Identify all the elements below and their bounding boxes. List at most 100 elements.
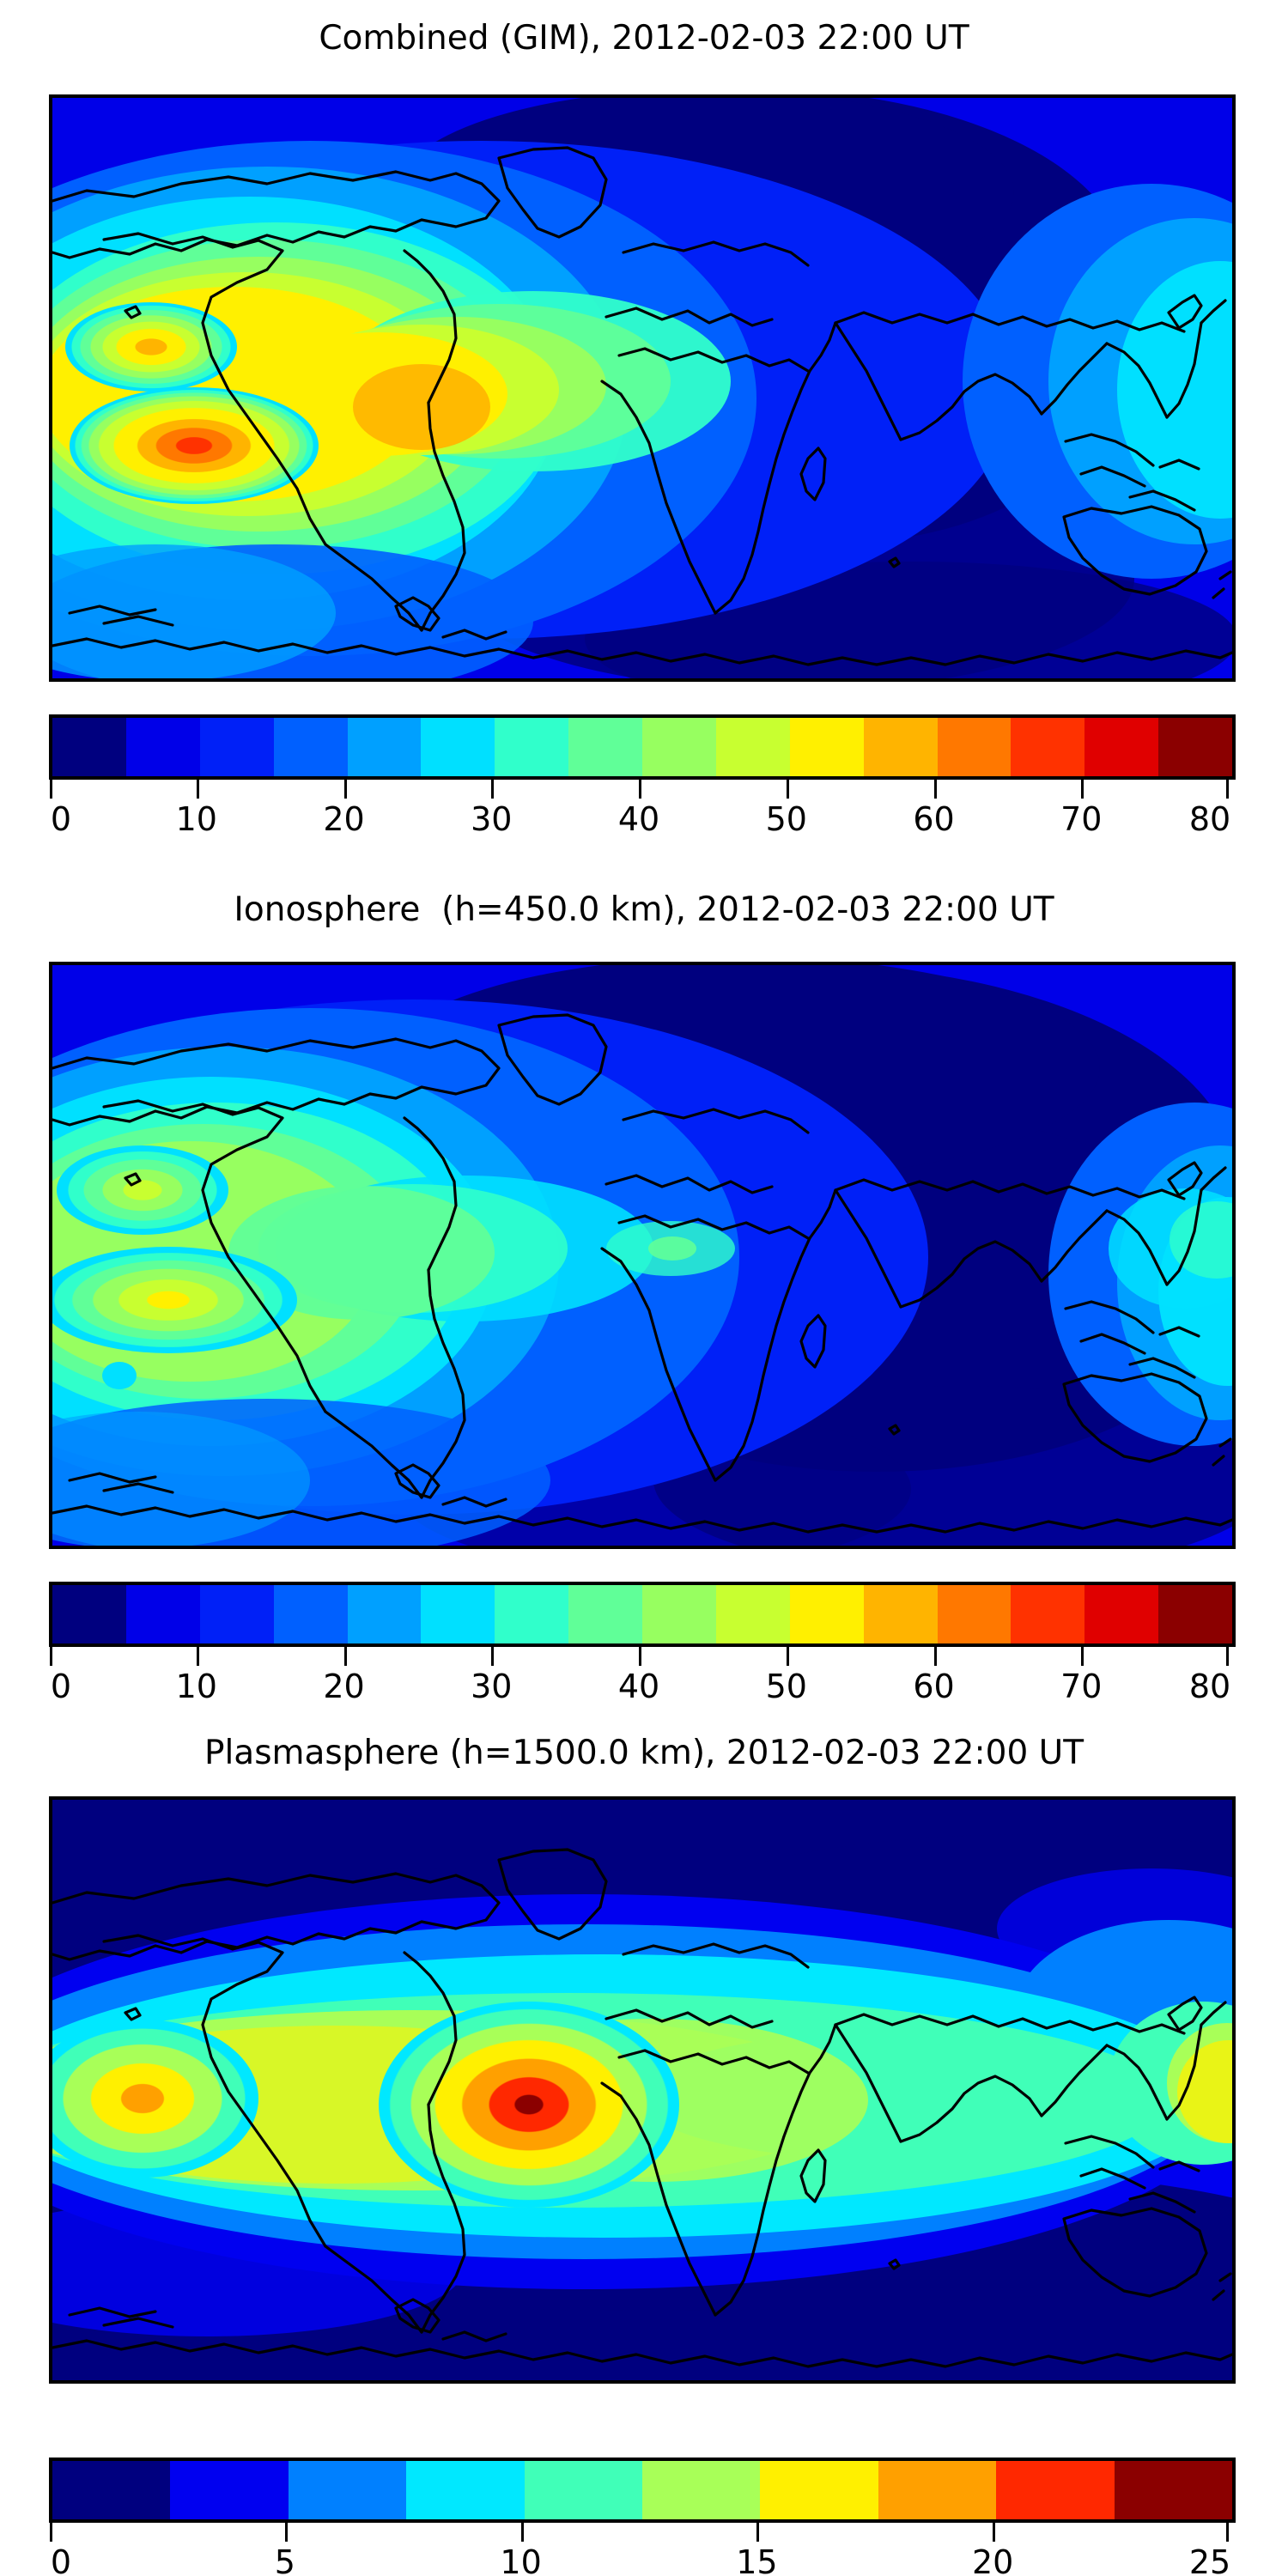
colorbar-label-20: 20 bbox=[323, 800, 365, 838]
colorbar-band-10 bbox=[789, 718, 864, 776]
colorbar-band-0 bbox=[52, 1585, 126, 1643]
colorbar-label-60: 60 bbox=[913, 1668, 955, 1705]
colorbar-label-70: 70 bbox=[1060, 1668, 1103, 1705]
colorbar-plasmasphere: 0 5 10 15 20 25 bbox=[46, 2458, 1236, 2576]
panel-combined-gim: Combined (GIM), 2012-02-03 22:00 UT bbox=[0, 0, 1288, 859]
colorbar-tick-30 bbox=[491, 780, 495, 799]
colorbar-label-70: 70 bbox=[1060, 800, 1103, 838]
colorbar-band-2 bbox=[199, 1585, 274, 1643]
panel-title-ionosphere: Ionosphere (h=450.0 km), 2012-02-03 22:0… bbox=[234, 890, 1054, 929]
colorbar-tick-10 bbox=[196, 1647, 199, 1666]
colorbar-band-15 bbox=[1158, 718, 1232, 776]
colorbar-ticks-combined-gim bbox=[46, 780, 1232, 800]
colorbar-tick-0 bbox=[50, 780, 52, 799]
colorbar-label-5: 5 bbox=[274, 2543, 295, 2576]
colorbar-band-0 bbox=[52, 718, 126, 776]
colorbar-label-20: 20 bbox=[972, 2543, 1014, 2576]
colorbar-band-8 bbox=[642, 718, 716, 776]
colorbar-tick-80 bbox=[1226, 780, 1229, 799]
colorbar-band-3 bbox=[406, 2461, 525, 2519]
panel-plasmasphere: Plasmasphere (h=1500.0 km), 2012-02-03 2… bbox=[0, 1726, 1288, 2576]
colorbar-band-8 bbox=[642, 1585, 716, 1643]
colorbar-band-7 bbox=[568, 1585, 642, 1643]
colorbar-tick-60 bbox=[933, 780, 937, 799]
colorbar-bands-plasmasphere bbox=[49, 2458, 1236, 2523]
colorbar-band-7 bbox=[878, 2461, 997, 2519]
colorbar-tick-60 bbox=[933, 1647, 937, 1666]
colorbar-label-25: 25 bbox=[1188, 2543, 1231, 2576]
map-contours-plasmasphere bbox=[52, 1800, 1232, 2380]
colorbar-ionosphere: 0 10 20 30 40 50 60 70 80 bbox=[46, 1582, 1236, 1710]
colorbar-tick-70 bbox=[1081, 1647, 1084, 1666]
colorbar-band-7 bbox=[568, 718, 642, 776]
colorbar-band-9 bbox=[1114, 2461, 1232, 2519]
colorbar-labels-plasmasphere: 0 5 10 15 20 25 bbox=[46, 2543, 1232, 2576]
colorbar-band-11 bbox=[863, 718, 938, 776]
colorbar-label-40: 40 bbox=[617, 800, 660, 838]
colorbar-band-1 bbox=[170, 2461, 289, 2519]
colorbar-band-9 bbox=[715, 1585, 790, 1643]
colorbar-tick-30 bbox=[491, 1647, 495, 1666]
colorbar-tick-25 bbox=[1226, 2523, 1229, 2542]
colorbar-band-1 bbox=[125, 718, 200, 776]
colorbar-band-5 bbox=[421, 718, 495, 776]
colorbar-label-10: 10 bbox=[500, 2543, 542, 2576]
colorbar-band-0 bbox=[52, 2461, 171, 2519]
colorbar-band-4 bbox=[347, 718, 422, 776]
colorbar-band-9 bbox=[715, 718, 790, 776]
colorbar-tick-10 bbox=[520, 2523, 524, 2542]
colorbar-label-50: 50 bbox=[765, 1668, 807, 1705]
colorbar-band-12 bbox=[937, 1585, 1012, 1643]
colorbar-label-30: 30 bbox=[471, 1668, 513, 1705]
colorbar-band-13 bbox=[1011, 1585, 1085, 1643]
colorbar-band-2 bbox=[288, 2461, 407, 2519]
colorbar-tick-40 bbox=[639, 780, 641, 799]
panel-title-plasmasphere: Plasmasphere (h=1500.0 km), 2012-02-03 2… bbox=[204, 1734, 1084, 1772]
colorbar-label-60: 60 bbox=[913, 800, 955, 838]
map-combined-gim bbox=[49, 94, 1236, 682]
colorbar-bands-combined-gim bbox=[49, 714, 1236, 780]
colorbar-tick-20 bbox=[343, 1647, 347, 1666]
colorbar-band-13 bbox=[1011, 718, 1085, 776]
colorbar-band-6 bbox=[495, 1585, 569, 1643]
panel-title-combined-gim: Combined (GIM), 2012-02-03 22:00 UT bbox=[319, 19, 969, 58]
colorbar-band-14 bbox=[1084, 718, 1159, 776]
colorbar-band-3 bbox=[273, 1585, 348, 1643]
colorbar-tick-50 bbox=[786, 1647, 789, 1666]
colorbar-band-11 bbox=[863, 1585, 938, 1643]
coastlines bbox=[52, 1848, 1232, 2368]
colorbar-tick-20 bbox=[993, 2523, 996, 2542]
colorbar-label-20: 20 bbox=[323, 1668, 365, 1705]
colorbar-label-80: 80 bbox=[1188, 1668, 1231, 1705]
colorbar-band-6 bbox=[495, 718, 569, 776]
colorbar-band-8 bbox=[996, 2461, 1115, 2519]
colorbar-band-3 bbox=[273, 718, 348, 776]
colorbar-label-10: 10 bbox=[175, 800, 217, 838]
colorbar-tick-50 bbox=[786, 780, 789, 799]
colorbar-label-0: 0 bbox=[50, 2543, 72, 2576]
colorbar-label-15: 15 bbox=[736, 2543, 778, 2576]
map-contours-combined-gim bbox=[52, 98, 1232, 678]
colorbar-labels-ionosphere: 0 10 20 30 40 50 60 70 80 bbox=[46, 1668, 1232, 1710]
colorbar-label-40: 40 bbox=[617, 1668, 660, 1705]
colorbar-label-0: 0 bbox=[50, 800, 72, 838]
map-contours-ionosphere bbox=[52, 965, 1232, 1546]
colorbar-bands-ionosphere bbox=[49, 1582, 1236, 1647]
colorbar-band-15 bbox=[1158, 1585, 1232, 1643]
colorbar-ticks-ionosphere bbox=[46, 1647, 1232, 1668]
colorbar-band-4 bbox=[347, 1585, 422, 1643]
colorbar-tick-0 bbox=[50, 2523, 52, 2542]
colorbar-band-12 bbox=[937, 718, 1012, 776]
map-plasmasphere bbox=[49, 1796, 1236, 2384]
coastlines bbox=[52, 146, 1232, 666]
colorbar-band-2 bbox=[199, 718, 274, 776]
coastlines bbox=[52, 1013, 1232, 1534]
colorbar-band-5 bbox=[642, 2461, 761, 2519]
map-ionosphere bbox=[49, 962, 1236, 1549]
colorbar-band-14 bbox=[1084, 1585, 1159, 1643]
colorbar-tick-70 bbox=[1081, 780, 1084, 799]
colorbar-band-10 bbox=[789, 1585, 864, 1643]
colorbar-tick-40 bbox=[639, 1647, 641, 1666]
colorbar-ticks-plasmasphere bbox=[46, 2523, 1232, 2543]
